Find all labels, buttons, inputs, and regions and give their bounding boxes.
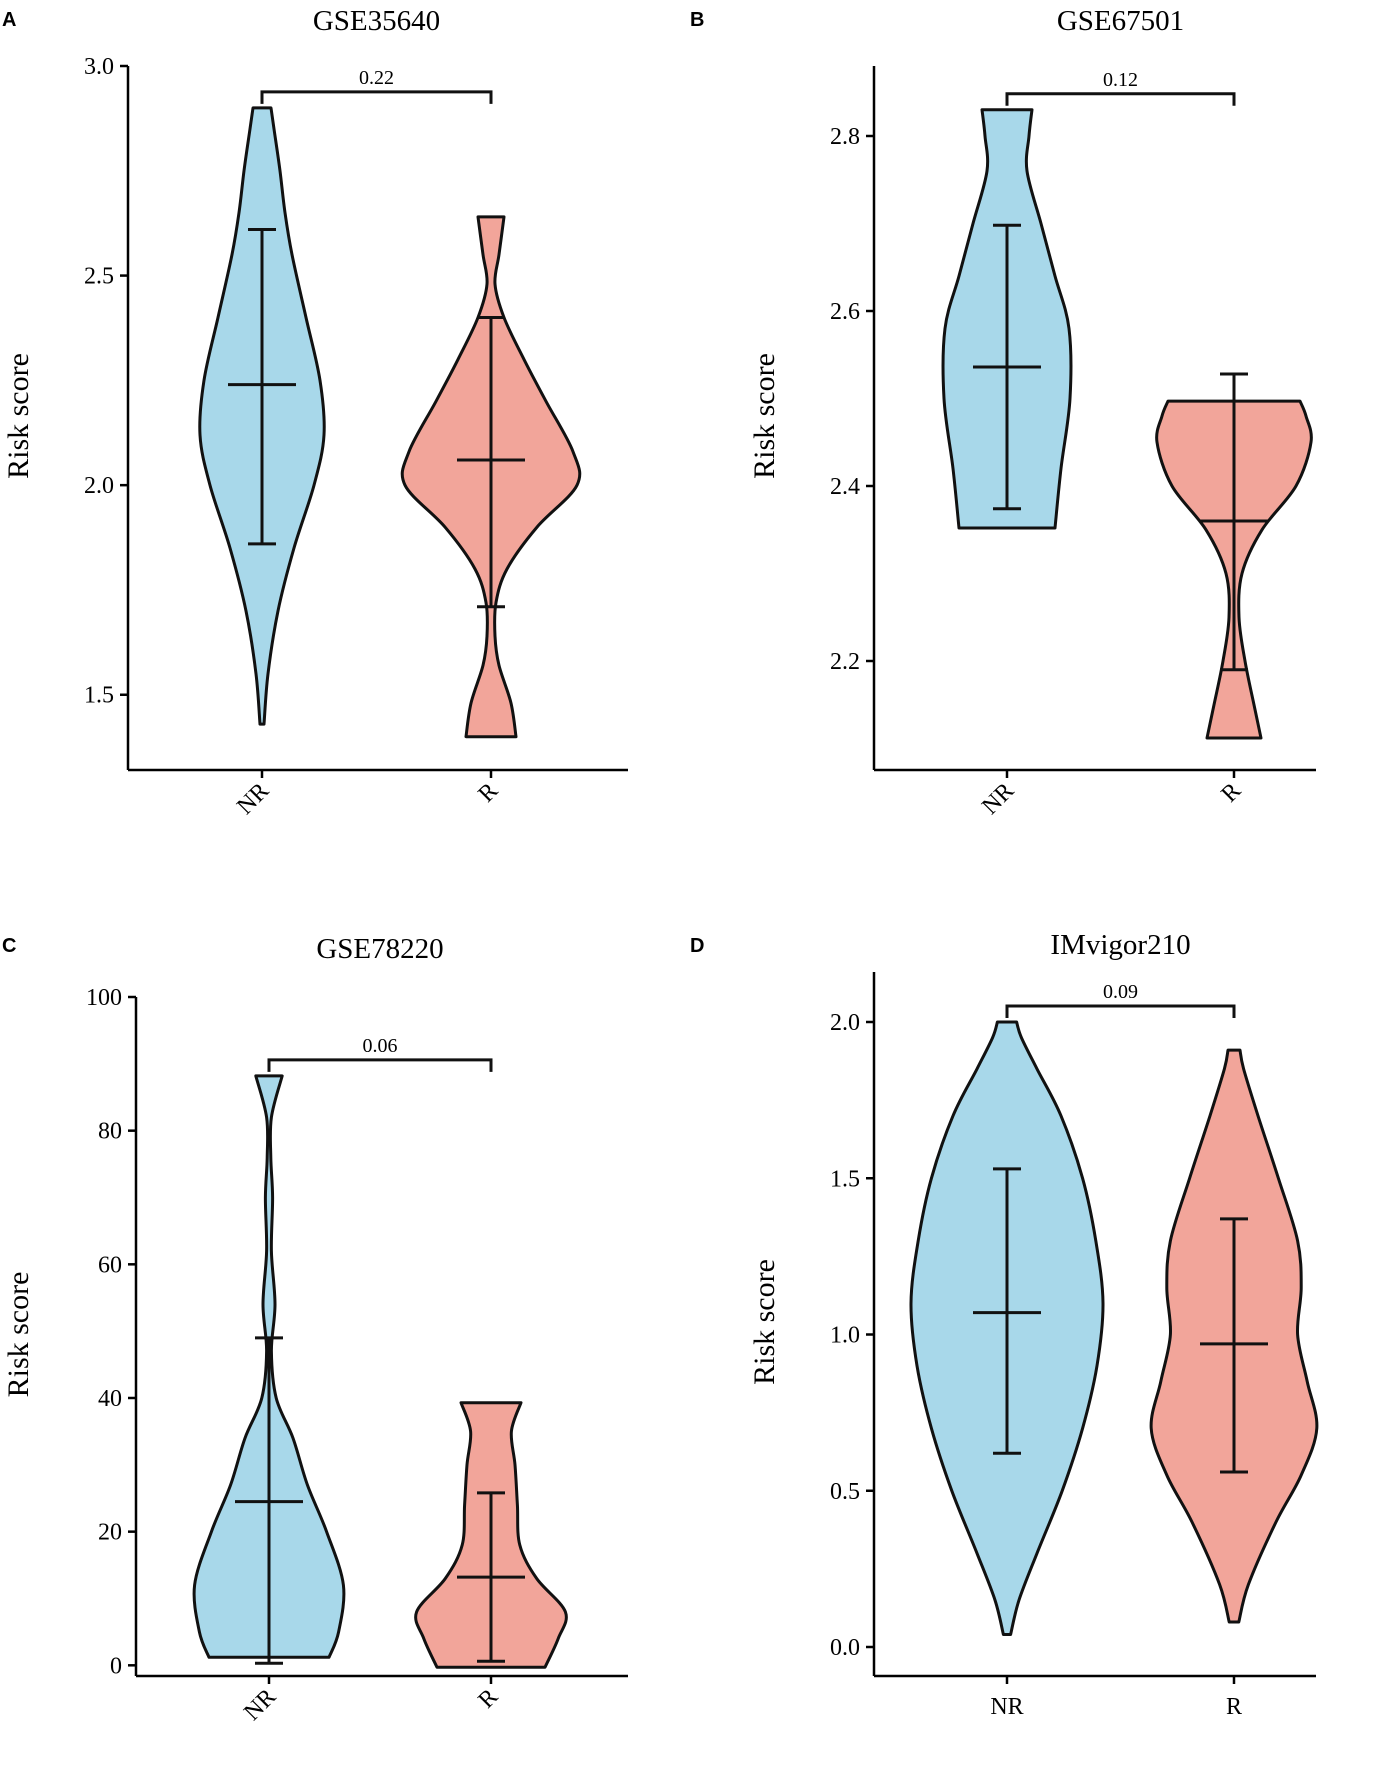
y-axis-label: Risk score xyxy=(748,353,781,479)
y-tick-label: 2.6 xyxy=(830,299,860,325)
violin-chart-c: C GSE78220 0 20 40 60 80 100 Risk score NR R 0.06 xyxy=(2,933,628,1726)
panel-label: A xyxy=(2,9,16,31)
violin-chart-a: A GSE35640 1.5 2.0 2.5 3.0 Risk score NR R 0.22 xyxy=(2,5,628,820)
x-tick-label: NR xyxy=(990,1694,1023,1720)
y-tick-label: 2.8 xyxy=(830,124,860,150)
p-value-label: 0.22 xyxy=(359,67,394,89)
y-tick-label: 2.5 xyxy=(84,264,114,290)
y-tick-label: 0.0 xyxy=(830,1635,860,1661)
y-tick-label: 0.5 xyxy=(830,1479,860,1505)
panel-label: C xyxy=(2,935,16,957)
x-tick-label: R xyxy=(474,1684,504,1714)
violin-chart-b: B GSE67501 2.2 2.4 2.6 2.8 Risk score NR R 0.12 xyxy=(690,5,1316,820)
y-tick-label: 0 xyxy=(110,1653,122,1679)
y-tick-label: 1.0 xyxy=(830,1323,860,1349)
y-tick-label: 2.0 xyxy=(830,1010,860,1036)
panel-c: C GSE78220 0 20 40 60 80 100 Risk score NR R 0.06 xyxy=(0,892,688,1783)
y-tick-label: 80 xyxy=(98,1119,122,1145)
significance-bracket xyxy=(1005,92,1236,106)
chart-title: GSE78220 xyxy=(316,933,443,965)
panel-d: D IMvigor210 0.0 0.5 1.0 1.5 2.0 Risk score NR R 0… xyxy=(688,892,1376,1783)
p-value-label: 0.06 xyxy=(363,1035,398,1057)
chart-title: IMvigor210 xyxy=(1050,929,1190,961)
y-axis-label: Risk score xyxy=(748,1259,781,1385)
y-tick-label: 2.4 xyxy=(830,474,860,500)
p-value-label: 0.09 xyxy=(1103,981,1138,1003)
x-tick-label: R xyxy=(1226,1694,1242,1720)
x-tick-label: R xyxy=(1217,778,1247,808)
x-tick-label: NR xyxy=(239,1684,281,1726)
x-tick-label: NR xyxy=(232,778,274,820)
chart-title: GSE35640 xyxy=(313,5,440,37)
y-tick-label: 20 xyxy=(98,1520,122,1546)
p-value-label: 0.12 xyxy=(1103,69,1138,91)
y-tick-label: 100 xyxy=(86,985,122,1011)
y-tick-label: 3.0 xyxy=(84,54,114,80)
y-tick-label: 60 xyxy=(98,1252,122,1278)
y-tick-label: 1.5 xyxy=(830,1166,860,1192)
y-axis-label: Risk score xyxy=(2,1272,35,1398)
y-tick-label: 2.2 xyxy=(830,649,860,675)
significance-bracket xyxy=(260,90,493,104)
significance-bracket xyxy=(1005,1004,1236,1018)
y-tick-label: 40 xyxy=(98,1386,122,1412)
y-tick-label: 2.0 xyxy=(84,473,114,499)
x-tick-label: R xyxy=(474,778,504,808)
panel-label: D xyxy=(690,935,704,957)
significance-bracket xyxy=(267,1058,493,1072)
violin-chart-d: D IMvigor210 0.0 0.5 1.0 1.5 2.0 Risk score NR R 0… xyxy=(690,929,1319,1720)
panel-label: B xyxy=(690,9,704,31)
panel-b: B GSE67501 2.2 2.4 2.6 2.8 Risk score NR R 0.12 xyxy=(688,0,1376,892)
x-tick-label: NR xyxy=(977,778,1019,820)
y-tick-label: 1.5 xyxy=(84,683,114,709)
y-axis-label: Risk score xyxy=(2,353,35,479)
panel-a: A GSE35640 1.5 2.0 2.5 3.0 Risk score NR R 0.22 xyxy=(0,0,688,892)
chart-title: GSE67501 xyxy=(1057,5,1184,37)
